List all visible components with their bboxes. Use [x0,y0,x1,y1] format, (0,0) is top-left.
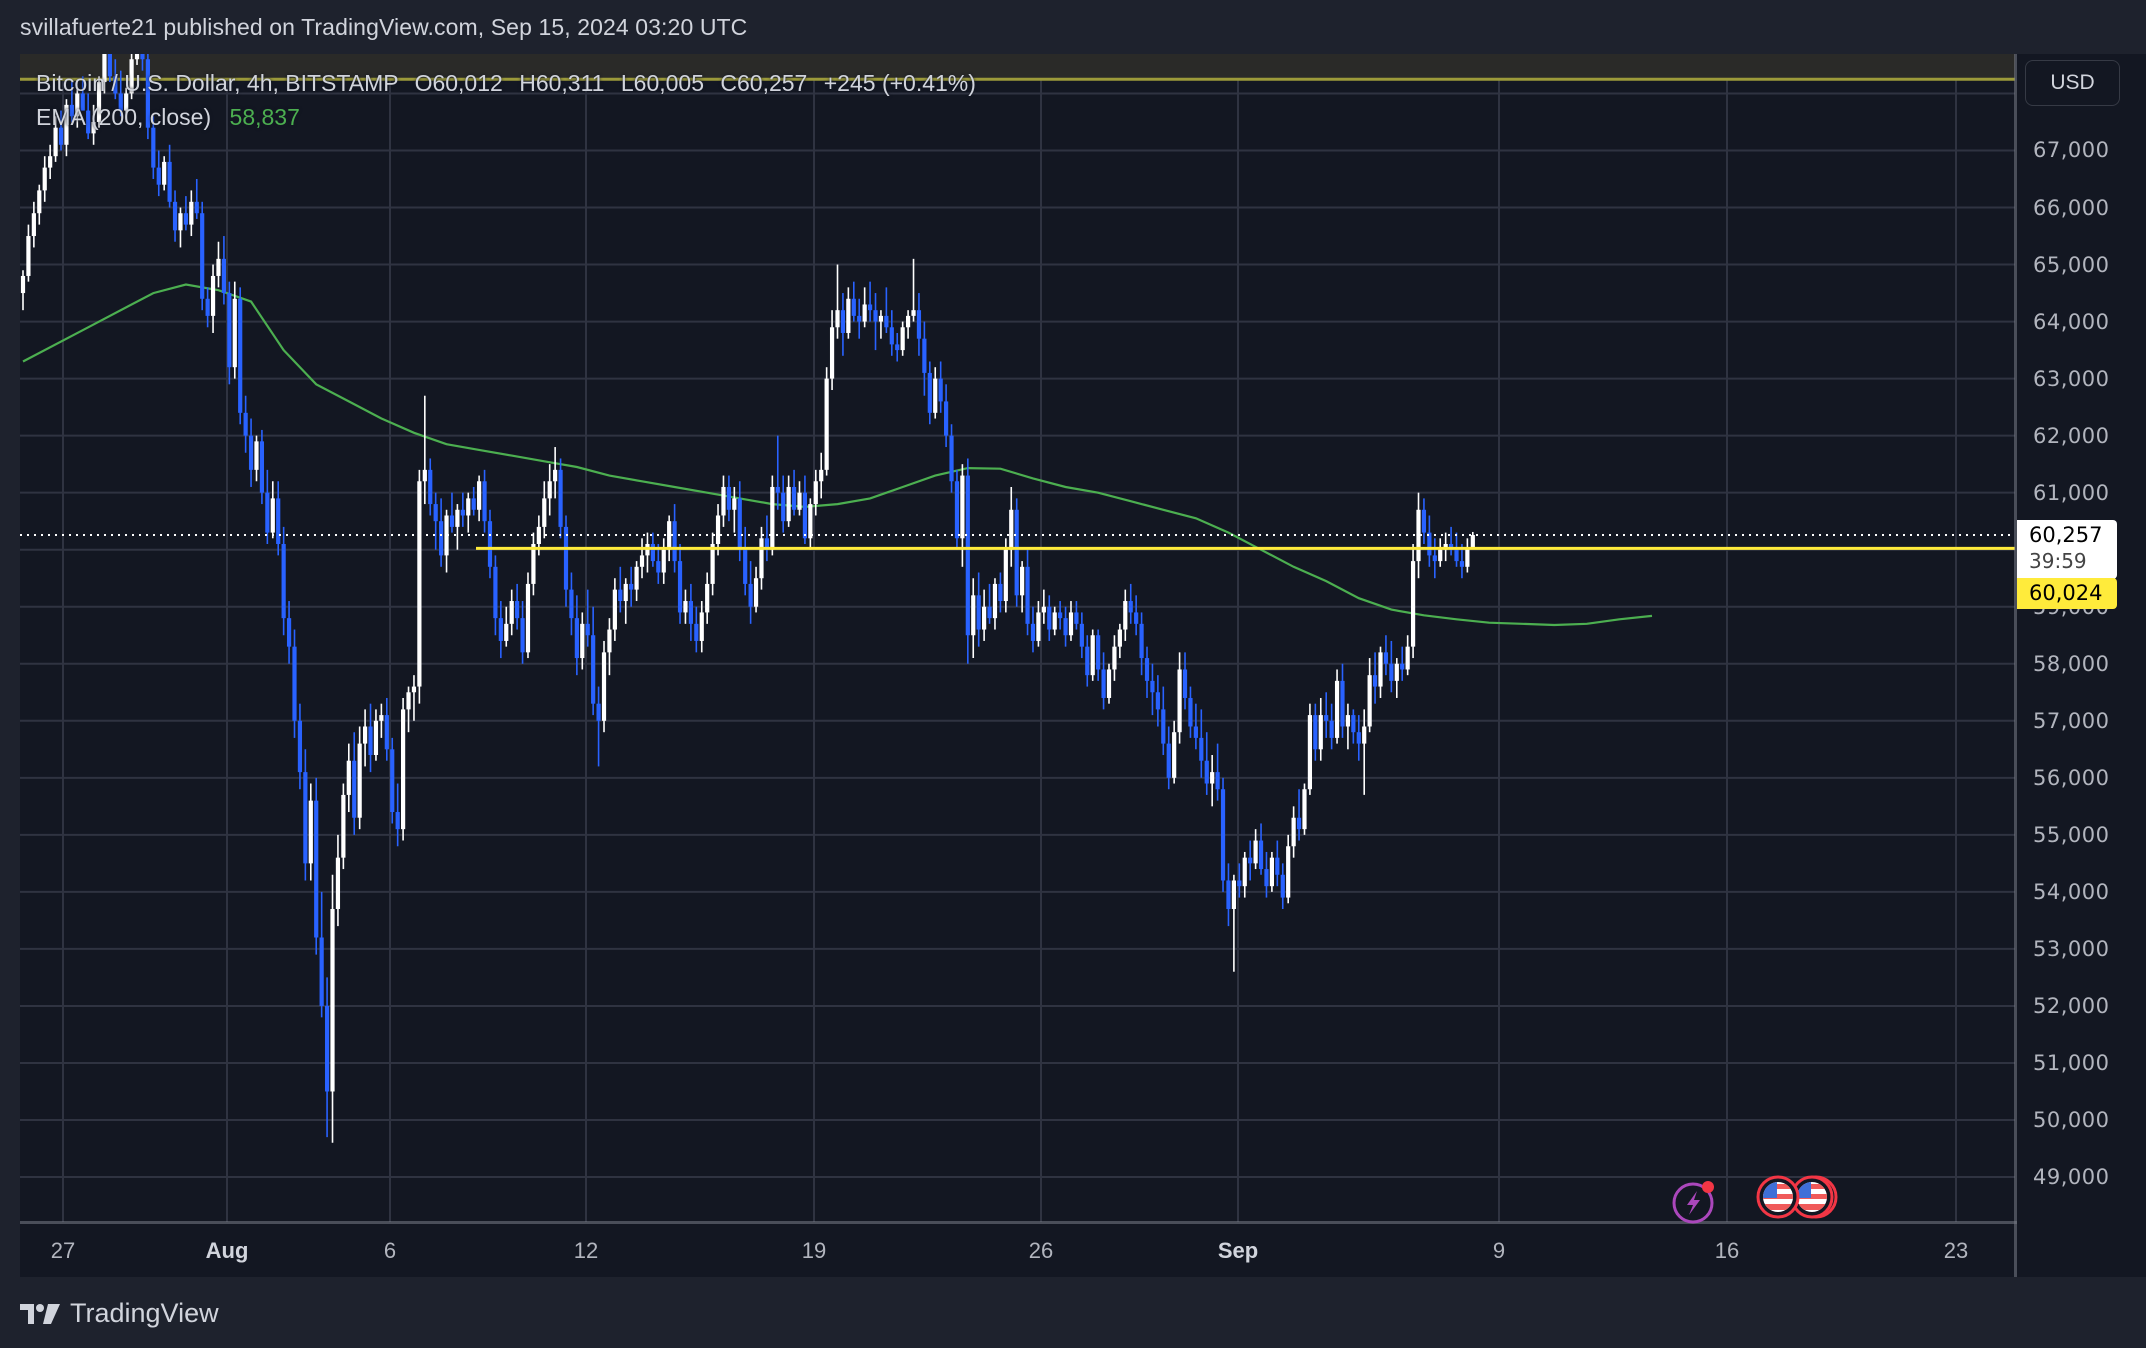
price-tick-label: 52,000 [2033,993,2110,1018]
horizontal-line-price-label: 60,024 [2017,578,2117,609]
currency-button[interactable]: USD [2025,60,2120,106]
time-tick-label: 19 [801,1238,827,1263]
price-tick-label: 51,000 [2033,1050,2110,1075]
legend-close: C60,257 [720,70,808,96]
price-tick-label: 54,000 [2033,879,2110,904]
ema-label: EMA (200, close) [36,104,212,130]
time-tick-label: Aug [205,1238,249,1263]
tradingview-logo[interactable]: TradingView [20,1298,219,1329]
price-tick-label: 64,000 [2033,309,2110,334]
publisher-line: svillafuerte21 published on TradingView.… [20,14,748,40]
price-axis-divider [2014,54,2017,1277]
horizontal-lines[interactable] [20,534,2015,550]
price-tick-label: 65,000 [2033,252,2110,277]
price-tick-label: 67,000 [2033,138,2110,163]
price-tick-label: 50,000 [2033,1108,2110,1132]
legend-open: O60,012 [414,70,503,96]
legend-high: H60,311 [519,70,605,96]
price-tick-label: 55,000 [2033,822,2110,847]
price-tick-label: 61,000 [2033,480,2110,505]
symbol-title: Bitcoin / U.S. Dollar, 4h, BITSTAMP [36,70,399,96]
price-tick-label: 56,000 [2033,765,2110,790]
candlestick-chart[interactable] [20,54,2015,1222]
time-tick-label: 12 [573,1238,599,1263]
ema-line [22,283,1653,627]
price-tick-label: 58,000 [2033,651,2110,676]
last-price-value: 60,257 [2029,523,2103,547]
tradingview-brand: TradingView [70,1298,219,1328]
us-economic-event-icon[interactable] [1754,1174,1840,1225]
price-zone-rectangle[interactable] [20,54,2015,81]
price-tick-label: 66,000 [2033,195,2110,220]
grid-lines [20,54,2015,1222]
time-tick-label: 16 [1714,1238,1740,1263]
tradingview-logo-icon [20,1303,60,1324]
time-tick-label: 6 [383,1238,397,1263]
time-axis-divider [20,1221,2017,1224]
time-axis[interactable]: 27 Aug 6 12 19 26 Sep 9 16 23 [20,1224,2015,1276]
ema-value: 58,837 [229,104,300,130]
legend-change: +245 (+0.41%) [823,70,976,96]
price-tick-label: 57,000 [2033,708,2110,733]
last-price-label: 60,257 39:59 [2017,520,2117,579]
bar-countdown: 39:59 [2029,549,2087,573]
price-tick-label: 53,000 [2033,936,2110,961]
price-tick-label: 62,000 [2033,423,2110,448]
time-tick-label: 27 [50,1238,76,1263]
price-tick-label: 63,000 [2033,366,2110,391]
price-tick-label: 49,000 [2033,1165,2110,1190]
chart-pane[interactable] [20,54,2146,1277]
legend-low: L60,005 [620,70,704,96]
time-tick-label: Sep [1217,1238,1259,1263]
time-tick-label: 23 [1943,1238,1969,1263]
earnings-event-icon[interactable] [1672,1178,1718,1229]
time-tick-label: 26 [1028,1238,1054,1263]
price-axis[interactable]: 67,000 66,000 65,000 64,000 63,000 62,000 61,0… [2017,54,2129,1221]
ema-legend[interactable]: EMA (200, close) 58,837 [36,104,300,131]
symbol-legend[interactable]: Bitcoin / U.S. Dollar, 4h, BITSTAMP O60,… [36,70,976,97]
time-tick-label: 9 [1492,1238,1506,1263]
candles [20,54,1475,1143]
